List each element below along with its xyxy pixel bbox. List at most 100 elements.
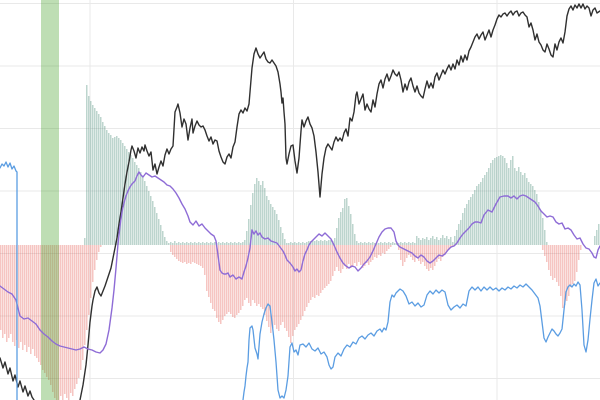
teal-histogram-above-baseline-bar (328, 240, 330, 245)
red-histogram-below-baseline-bar (206, 245, 208, 291)
red-histogram-below-baseline-bar (60, 245, 62, 396)
teal-histogram-above-baseline-bar (330, 240, 332, 245)
teal-histogram-above-baseline-bar (492, 160, 494, 245)
teal-histogram-above-baseline-bar (270, 204, 272, 245)
teal-histogram-above-baseline-bar (274, 210, 276, 245)
teal-histogram-above-baseline-bar (232, 243, 234, 245)
red-histogram-below-baseline-bar (438, 245, 440, 259)
red-histogram-below-baseline-bar (546, 245, 548, 262)
teal-histogram-above-baseline-bar (86, 85, 88, 245)
red-histogram-below-baseline-bar (558, 245, 560, 286)
red-histogram-below-baseline-bar (44, 245, 46, 373)
red-histogram-below-baseline-bar (280, 245, 282, 325)
red-histogram-below-baseline-bar (356, 245, 358, 266)
teal-histogram-above-baseline-bar (398, 243, 400, 245)
teal-histogram-above-baseline-bar (204, 243, 206, 245)
teal-histogram-above-baseline-bar (212, 243, 214, 245)
highlight-band-green (41, 0, 59, 400)
red-histogram-below-baseline-bar (418, 245, 420, 261)
red-histogram-below-baseline-bar (218, 245, 220, 322)
teal-histogram-above-baseline-bar (152, 201, 154, 245)
red-histogram-below-baseline-bar (184, 245, 186, 262)
teal-histogram-above-baseline-bar (424, 239, 426, 245)
red-histogram-below-baseline-bar (580, 245, 582, 250)
teal-histogram-above-baseline-bar (106, 130, 108, 245)
teal-histogram-above-baseline-bar (340, 212, 342, 245)
red-histogram-below-baseline-bar (56, 245, 58, 400)
teal-histogram-above-baseline-bar (308, 241, 310, 245)
red-histogram-below-baseline-bar (312, 245, 314, 297)
red-histogram-below-baseline-bar (254, 245, 256, 303)
red-histogram-below-baseline-bar (38, 245, 40, 362)
teal-histogram-above-baseline-bar (414, 243, 416, 245)
red-histogram-below-baseline-bar (294, 245, 296, 330)
teal-histogram-above-baseline-bar (124, 146, 126, 245)
red-histogram-below-baseline-bar (62, 245, 64, 400)
teal-histogram-above-baseline-bar (114, 137, 116, 245)
red-histogram-below-baseline-bar (382, 245, 384, 253)
teal-histogram-above-baseline-bar (260, 185, 262, 245)
red-histogram-below-baseline-bar (98, 245, 100, 252)
red-histogram-below-baseline-bar (364, 245, 366, 266)
red-histogram-below-baseline-bar (402, 245, 404, 266)
red-histogram-below-baseline-bar (236, 245, 238, 315)
red-histogram-below-baseline-bar (398, 245, 400, 250)
red-histogram-below-baseline-bar (572, 245, 574, 284)
red-histogram-below-baseline-bar (302, 245, 304, 316)
teal-histogram-above-baseline-bar (184, 243, 186, 245)
red-histogram-below-baseline-bar (344, 245, 346, 266)
teal-histogram-above-baseline-bar (234, 242, 236, 245)
red-histogram-below-baseline-bar (324, 245, 326, 288)
teal-histogram-above-baseline-bar (468, 200, 470, 245)
teal-histogram-above-baseline-bar (214, 242, 216, 245)
teal-histogram-above-baseline-bar (532, 186, 534, 245)
teal-histogram-above-baseline-bar (258, 181, 260, 245)
red-histogram-below-baseline-bar (6, 245, 8, 342)
red-histogram-below-baseline-bar (320, 245, 322, 293)
teal-histogram-above-baseline-bar (596, 230, 598, 245)
red-histogram-below-baseline-bar (214, 245, 216, 311)
teal-histogram-above-baseline-bar (96, 111, 98, 245)
teal-histogram-above-baseline-bar (460, 220, 462, 245)
red-histogram-below-baseline-bar (72, 245, 74, 396)
red-histogram-below-baseline-bar (248, 245, 250, 303)
teal-histogram-above-baseline-bar (362, 243, 364, 245)
teal-histogram-above-baseline-bar (478, 184, 480, 245)
red-histogram-below-baseline-bar (366, 245, 368, 263)
red-histogram-below-baseline-bar (554, 245, 556, 278)
red-histogram-below-baseline-bar (430, 245, 432, 268)
red-histogram-below-baseline-bar (48, 245, 50, 380)
red-histogram-below-baseline-bar (286, 245, 288, 331)
teal-histogram-above-baseline-bar (178, 242, 180, 245)
red-histogram-below-baseline-bar (542, 245, 544, 250)
teal-histogram-above-baseline-bar (192, 243, 194, 245)
teal-histogram-above-baseline-bar (390, 243, 392, 245)
teal-histogram-above-baseline-bar (262, 181, 264, 245)
red-histogram-below-baseline-bar (318, 245, 320, 296)
teal-histogram-above-baseline-bar (364, 242, 366, 245)
teal-histogram-above-baseline-bar (542, 218, 544, 245)
red-histogram-below-baseline-bar (564, 245, 566, 305)
teal-histogram-above-baseline-bar (366, 243, 368, 245)
red-histogram-below-baseline-bar (274, 245, 276, 325)
red-histogram-below-baseline-bar (246, 245, 248, 298)
red-histogram-below-baseline-bar (34, 245, 36, 356)
red-histogram-below-baseline-bar (10, 245, 12, 334)
teal-histogram-above-baseline-bar (374, 243, 376, 245)
red-histogram-below-baseline-bar (256, 245, 258, 306)
teal-histogram-above-baseline-bar (470, 197, 472, 245)
teal-histogram-above-baseline-bar (146, 186, 148, 245)
teal-histogram-above-baseline-bar (450, 237, 452, 245)
red-histogram-below-baseline-bar (262, 245, 264, 309)
red-histogram-below-baseline-bar (210, 245, 212, 303)
red-histogram-below-baseline-bar (426, 245, 428, 269)
teal-histogram-above-baseline-bar (428, 240, 430, 245)
red-histogram-below-baseline-bar (50, 245, 52, 385)
blue-rate-line (0, 161, 600, 400)
red-histogram-below-baseline-bar (68, 245, 70, 400)
teal-histogram-above-baseline-bar (506, 163, 508, 245)
teal-histogram-above-baseline-bar (154, 207, 156, 245)
teal-histogram-above-baseline-bar (242, 242, 244, 245)
